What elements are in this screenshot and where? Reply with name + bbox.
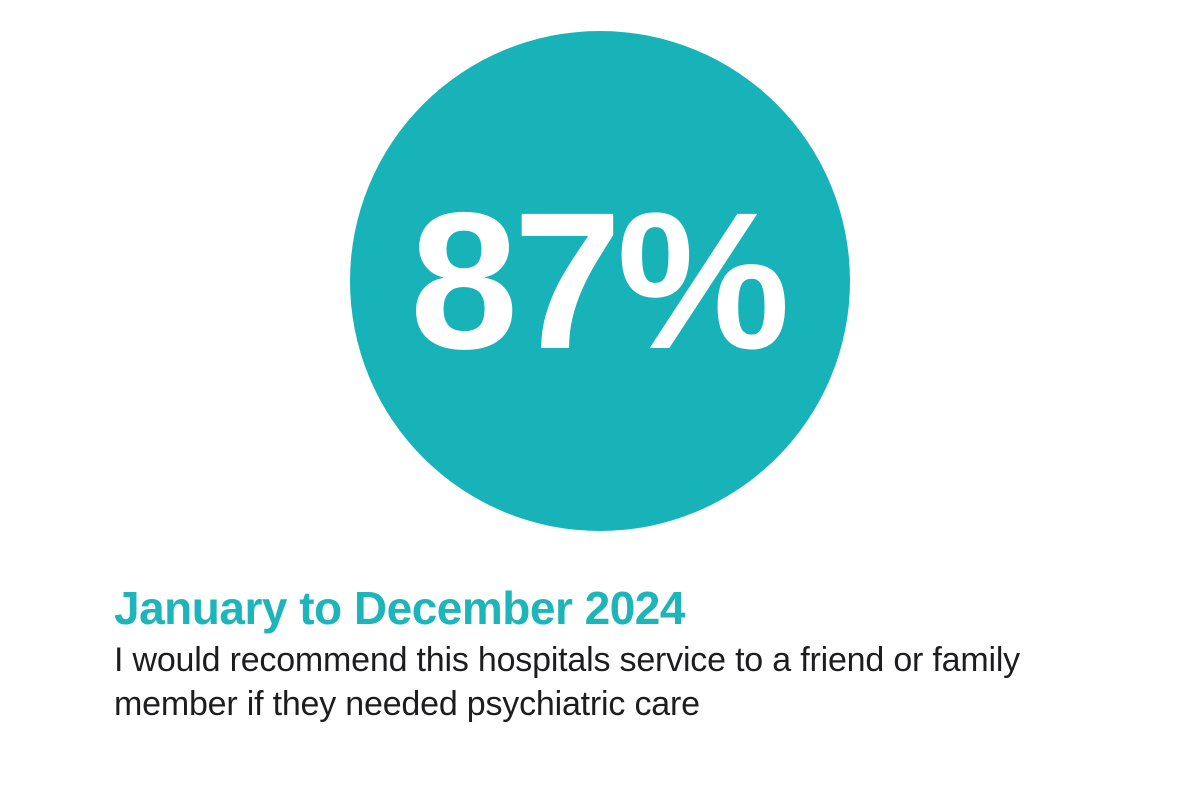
stat-value: 87% <box>409 171 790 390</box>
period-heading: January to December 2024 <box>114 582 685 634</box>
stat-circle: 87% <box>350 31 850 531</box>
description-text: I would recommend this hospitals service… <box>114 641 1020 723</box>
